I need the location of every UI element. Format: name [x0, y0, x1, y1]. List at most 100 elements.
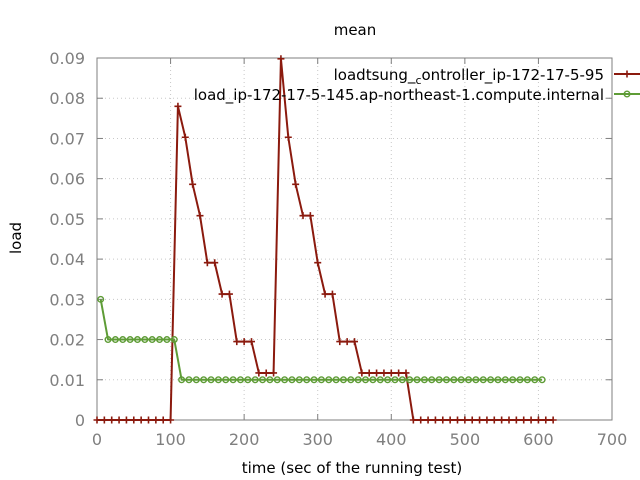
data-point [97, 295, 105, 303]
legend-entry-1: loadtsung_controller_ip-172-17-5-95 [334, 66, 640, 87]
data-point [384, 376, 392, 384]
data-point [189, 180, 197, 188]
data-point [623, 90, 631, 98]
data-point [152, 416, 160, 424]
data-point [111, 336, 119, 344]
data-point [402, 369, 410, 377]
data-point [358, 369, 366, 377]
data-point [457, 376, 465, 384]
y-tick-label: 0.07 [49, 129, 85, 148]
data-point [454, 416, 461, 424]
data-point [115, 416, 123, 424]
data-point [259, 376, 267, 384]
data-point [380, 369, 388, 377]
y-tick-label: 0.05 [49, 210, 85, 229]
data-point [354, 376, 362, 384]
data-point [450, 376, 458, 384]
data-point [417, 416, 425, 424]
data-point [211, 259, 219, 267]
data-point [516, 376, 524, 384]
data-point [262, 369, 270, 377]
y-tick-label: 0.03 [49, 290, 85, 309]
data-point [130, 416, 138, 424]
data-point [534, 416, 542, 424]
data-point [214, 376, 222, 384]
x-axis-label: time (sec of the running test) [242, 459, 463, 477]
data-point [409, 416, 417, 424]
data-point [446, 416, 454, 424]
x-tick-label: 700 [597, 430, 628, 449]
data-point [465, 376, 473, 384]
data-point [141, 336, 149, 344]
y-tick-label: 0.09 [49, 49, 85, 68]
x-tick-label: 300 [302, 430, 333, 449]
data-point [292, 180, 300, 188]
data-point [362, 376, 370, 384]
data-point [431, 416, 439, 424]
data-point [420, 376, 428, 384]
data-point [336, 338, 344, 346]
data-point [273, 376, 281, 384]
series-1 [93, 55, 557, 424]
data-point [387, 369, 395, 377]
data-point [512, 416, 520, 424]
data-point [461, 416, 469, 424]
data-point [126, 336, 134, 344]
data-point [398, 376, 406, 384]
data-point [395, 369, 403, 377]
series-line [99, 299, 543, 381]
series-layer [93, 55, 557, 424]
data-point [255, 369, 263, 377]
data-point [351, 338, 358, 346]
data-point [501, 376, 509, 384]
data-point [413, 376, 421, 384]
data-point [163, 336, 171, 344]
data-point [137, 416, 145, 424]
data-point [343, 338, 351, 346]
data-point [108, 416, 116, 424]
data-point [332, 376, 340, 384]
data-point [299, 212, 307, 220]
data-point [148, 336, 156, 344]
data-point [104, 336, 112, 344]
data-point [295, 376, 303, 384]
data-point [192, 376, 200, 384]
x-tick-label: 500 [450, 430, 481, 449]
data-point [119, 336, 127, 344]
data-point [225, 290, 233, 298]
y-tick-label: 0.04 [49, 250, 85, 269]
y-tick-label: 0.06 [49, 170, 85, 189]
data-point [321, 290, 329, 298]
data-point [248, 338, 255, 346]
data-point [303, 376, 311, 384]
data-point [222, 376, 230, 384]
data-point [476, 416, 484, 424]
data-point [270, 369, 278, 377]
x-tick-label: 400 [376, 430, 407, 449]
series-line [97, 57, 554, 421]
plot-border [96, 57, 613, 421]
data-point [170, 336, 178, 344]
data-point [207, 376, 215, 384]
series-2 [97, 295, 546, 384]
data-point [244, 376, 252, 384]
data-point [266, 376, 274, 384]
data-point [468, 416, 476, 424]
data-point [133, 336, 141, 344]
data-point [288, 376, 296, 384]
data-point [487, 376, 495, 384]
data-point [229, 376, 237, 384]
chart-title: mean [334, 21, 377, 39]
data-point [494, 376, 502, 384]
data-point [306, 212, 314, 220]
data-point [200, 376, 208, 384]
data-point [317, 376, 325, 384]
data-point [310, 376, 318, 384]
data-point [623, 70, 631, 78]
data-point [439, 416, 447, 424]
x-tick-label: 0 [92, 430, 102, 449]
y-tick-label: 0.08 [49, 89, 85, 108]
data-point [100, 416, 108, 424]
data-point [435, 376, 443, 384]
